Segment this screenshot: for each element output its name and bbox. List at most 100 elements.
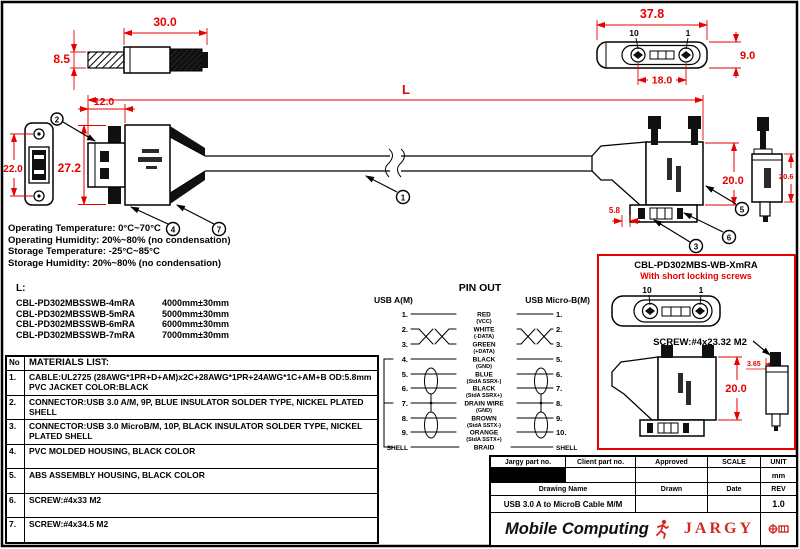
svg-text:7.: 7.	[556, 384, 562, 393]
header-jargy-part-no: Jargy part no.	[491, 457, 566, 468]
note-line: Storage Temperature: -25°C~85°C	[8, 246, 160, 257]
table-row: 7. SCREW:#4x34.5 M2	[7, 517, 377, 542]
header-client-part-no: Client part no.	[566, 457, 636, 468]
callout-5: 5	[705, 185, 750, 217]
table-row: 6. SCREW:#4x33 M2	[7, 492, 377, 517]
corner-icon-cell	[761, 513, 797, 546]
svg-text:(-DATA): (-DATA)	[474, 334, 494, 340]
table-row: 5. ABS ASSEMBLY HOUSING, BLACK COLOR	[7, 468, 377, 493]
microb-side-view: 20.0 5.8	[591, 116, 744, 227]
svg-text:ORANGE: ORANGE	[470, 430, 499, 437]
length-list-label: L:	[16, 283, 26, 294]
logo-cell: Mobile Computing JARGY	[491, 513, 761, 546]
cable	[205, 148, 592, 178]
title-block-value-row: CBL-PD302MBS-WB-XmRA mm	[491, 468, 797, 483]
mobile-computing-logo: Mobile Computing	[504, 519, 649, 538]
length-row: CBL-PD302MBSSWB-7mRA 7000mm±30mm	[16, 329, 229, 340]
table-row: 3. CONNECTOR:USB 3.0 MicroB/M, 10P, BLACK…	[7, 419, 377, 444]
svg-text:1: 1	[401, 194, 406, 203]
table-row: 1. CABLE:UL2725 (28AWG*1PR+D+AM)x2C+28AWG…	[7, 370, 377, 395]
rev-value: 1.0	[761, 496, 797, 513]
svg-text:(StdA SSRX-): (StdA SSRX-)	[467, 379, 502, 385]
usba-side-view: 12.0 27.2	[58, 96, 206, 206]
usba-front-view: 22.0	[3, 122, 54, 206]
dim-27p2-label: 27.2	[58, 161, 82, 175]
inset-box: CBL-PD302MBS-WB-XmRA With short locking …	[597, 254, 796, 450]
callout-1: 1	[365, 175, 411, 205]
table-row: 2. CONNECTOR:USB 3.0 A/M, 9P, BLUE INSULA…	[7, 394, 377, 419]
running-man-icon	[655, 519, 669, 539]
screw-side-icon	[768, 524, 789, 534]
client-part-no-value	[566, 468, 636, 483]
header-scale: SCALE	[708, 457, 761, 468]
svg-text:5: 5	[740, 206, 745, 215]
length-dim: L	[87, 82, 704, 140]
svg-text:(StdA SSRX+): (StdA SSRX+)	[466, 393, 502, 399]
svg-text:9.: 9.	[556, 414, 562, 423]
length-variants-list: L: CBL-PD302MBSSWB-4mRA 4000mm±30mm CBL-P…	[16, 283, 229, 340]
dim-30-label: 30.0	[153, 15, 177, 29]
pinout-left-header: USB A(M)	[374, 295, 413, 305]
svg-text:2.: 2.	[402, 325, 408, 334]
title-block-logo-row: Mobile Computing JARGY	[491, 513, 797, 546]
pin10-label: 10	[629, 28, 639, 38]
dim-12-label: 12.0	[94, 96, 115, 108]
jargy-part-no-value: CBL-PD302MBS-WB-XmRA	[491, 468, 566, 483]
callout-7: 7	[176, 204, 227, 237]
svg-text:BROWN: BROWN	[471, 416, 497, 423]
svg-text:(StdA SSTX-): (StdA SSTX-)	[467, 423, 501, 429]
pinout-title: PIN OUT	[459, 282, 502, 294]
svg-text:6: 6	[727, 234, 732, 243]
drawing-name-value: USB 3.0 A to MicroB Cable M/M	[491, 496, 636, 513]
pinout-right-header: USB Micro-B(M)	[525, 295, 590, 305]
materials-header-row: No MATERIALS LIST:	[9, 357, 110, 370]
svg-text:2.: 2.	[556, 325, 562, 334]
header-unit: UNIT	[761, 457, 797, 468]
length-row: CBL-PD302MBSSWB-5mRA 5000mm±30mm	[16, 308, 229, 319]
molded-logo-marks	[138, 149, 162, 169]
environment-notes: Operating Temperature: 0°C~70°C Operatin…	[8, 223, 231, 269]
svg-text:2: 2	[55, 116, 60, 125]
note-line: Storage Humidity: 20%~80% (no condensati…	[8, 257, 221, 269]
svg-text:(GND): (GND)	[476, 364, 492, 370]
inset-dim-3p65: 3.65	[747, 361, 761, 368]
svg-text:4.: 4.	[402, 355, 408, 364]
svg-text:(VCC): (VCC)	[476, 319, 491, 325]
dim-37p8-label: 37.8	[640, 7, 664, 21]
note-line: Operating Humidity: 20%~80% (no condensa…	[8, 234, 231, 246]
microb-profile-view: 20.6	[751, 117, 794, 222]
table-row: 4. PVC MOLDED HOUSING, BLACK COLOR	[7, 443, 377, 468]
scale-value	[708, 468, 761, 483]
dim-9-label: 9.0	[740, 50, 755, 62]
jargy-logo: JARGY	[683, 520, 754, 537]
usba-top-view: 30.0 8.5	[53, 15, 208, 90]
svg-text:6.: 6.	[556, 370, 562, 379]
svg-text:3.: 3.	[402, 340, 408, 349]
date-value	[708, 496, 761, 513]
header-approved: Approved	[636, 457, 708, 468]
svg-text:3.: 3.	[556, 340, 562, 349]
svg-text:7.: 7.	[402, 399, 408, 408]
svg-text:9.: 9.	[402, 428, 408, 437]
pinout-diagram: PIN OUT USB A(M) USB Micro-B(M) 1. 2. 3.…	[374, 282, 590, 452]
approved-value	[636, 468, 708, 483]
inset-dim-20: 20.0	[725, 383, 746, 395]
header-drawn: Drawn	[636, 483, 708, 496]
header-drawing-name: Drawing Name	[491, 483, 636, 496]
dim-20p6-label: 20.6	[779, 172, 794, 181]
callout-4: 4	[130, 206, 181, 237]
note-line: Operating Temperature: 0°C~70°C	[8, 223, 161, 234]
unit-value: mm	[761, 468, 797, 483]
svg-text:1.: 1.	[402, 310, 408, 319]
callout-2: 2	[50, 112, 96, 142]
svg-text:8.: 8.	[556, 399, 562, 408]
title-block-header-row-2: Drawing Name Drawn Date REV	[491, 483, 797, 496]
dim-5p8-label: 5.8	[609, 206, 621, 215]
inset-pin1: 1	[699, 285, 704, 295]
inset-pin10: 10	[642, 285, 652, 295]
svg-text:GREEN: GREEN	[472, 342, 495, 349]
svg-text:10.: 10.	[556, 428, 566, 437]
header-rev: REV	[761, 483, 797, 496]
